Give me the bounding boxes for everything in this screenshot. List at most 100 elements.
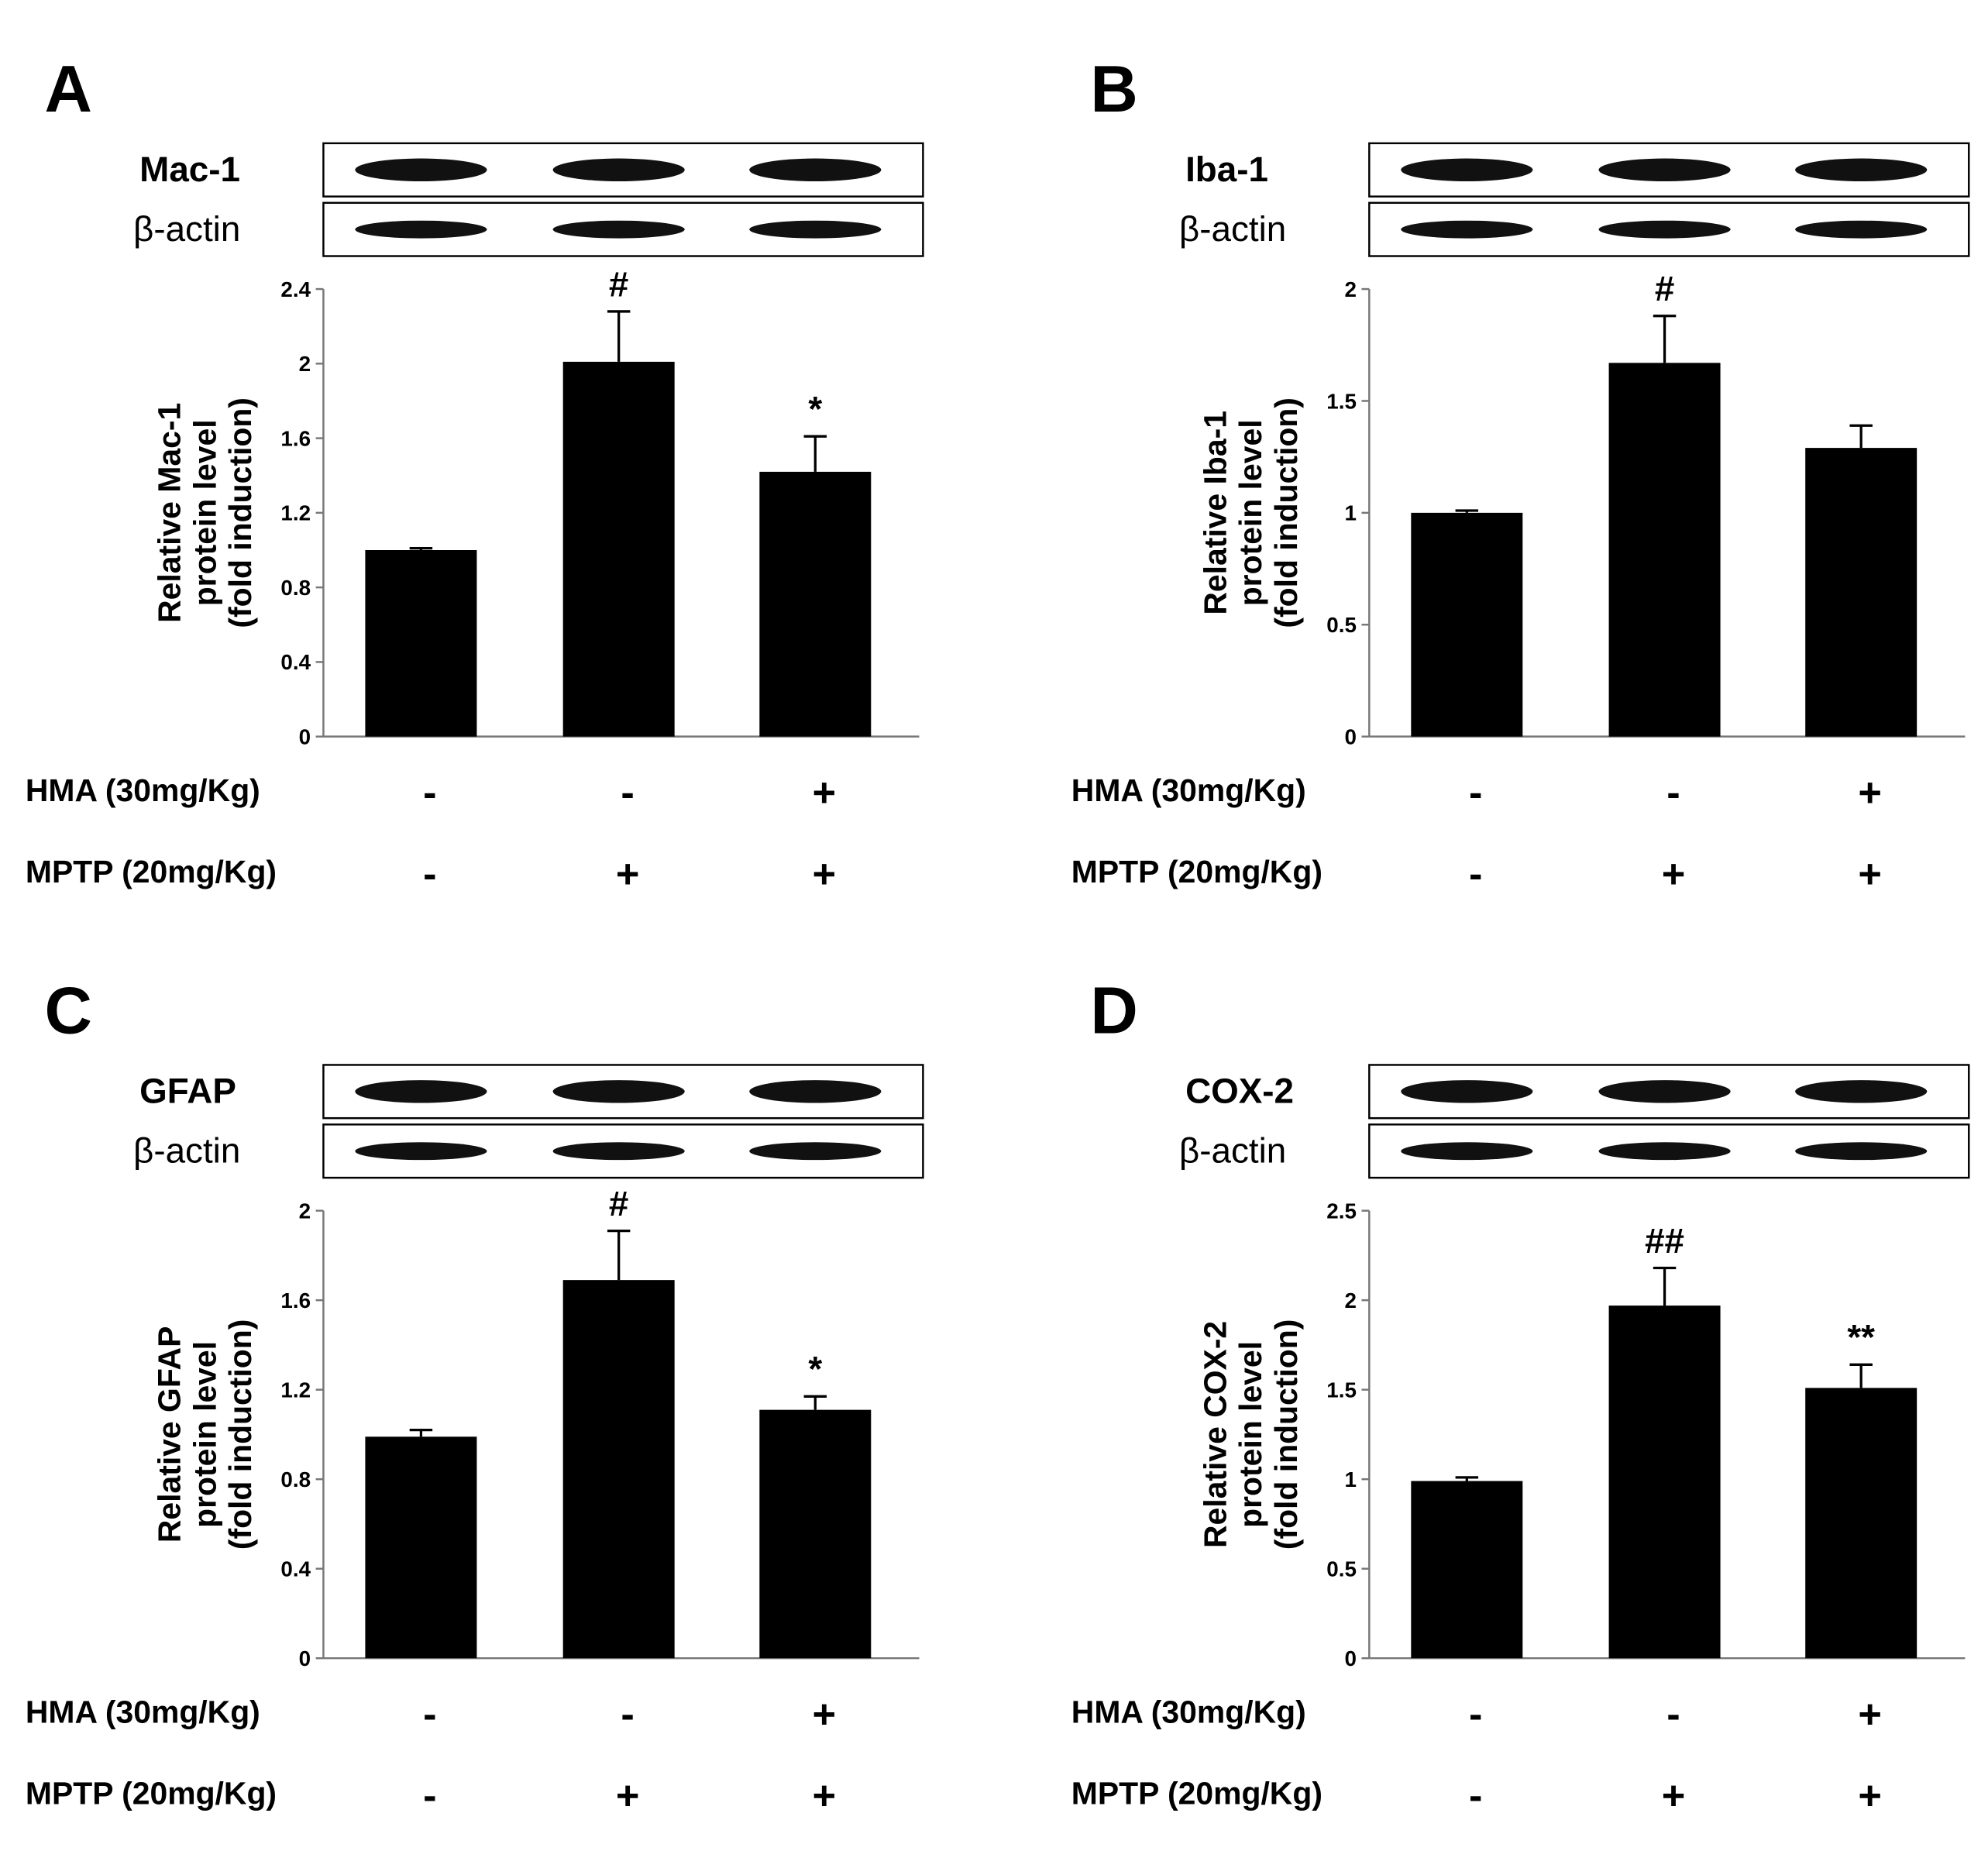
y-tick-label: 0: [1344, 724, 1356, 748]
y-axis-label-line: protein level: [1233, 419, 1268, 606]
blot-label: β-actin: [1179, 209, 1286, 249]
y-tick-label: 0.8: [280, 1467, 311, 1491]
blot-band: [1598, 220, 1731, 239]
treatment-sign: -: [1666, 1692, 1680, 1737]
significance-label: #: [609, 264, 628, 304]
panel-letter: A: [44, 53, 91, 126]
y-axis-label-line: Relative GFAP: [152, 1326, 187, 1543]
blot-band: [1598, 158, 1731, 181]
bar: [562, 1280, 675, 1659]
y-tick-label: 0: [299, 724, 311, 748]
panel-letter: D: [1090, 975, 1137, 1048]
y-axis-label-line: protein level: [187, 419, 222, 606]
y-tick-label: 1: [1344, 1467, 1356, 1491]
blot-band: [552, 158, 685, 181]
blot-label: β-actin: [133, 209, 240, 249]
y-tick-label: 2: [1344, 1288, 1356, 1312]
bar: [1411, 1481, 1523, 1659]
blot-band: [355, 1142, 487, 1161]
treatment-sign: +: [812, 771, 836, 816]
y-axis-label-line: Relative Mac-1: [152, 403, 187, 623]
y-tick-label: 0.4: [280, 650, 311, 674]
y-tick-label: 0: [1344, 1646, 1356, 1670]
y-tick-label: 2.5: [1326, 1199, 1357, 1223]
blot-band: [1401, 1080, 1533, 1103]
treatment-sign: +: [1858, 771, 1882, 816]
y-axis-label-line: (fold induction): [1268, 1319, 1304, 1550]
panel: C GFAP β-actin 0 0.4 0.8 1.2 1.6 2 Relative GFAPp…: [26, 975, 924, 1818]
y-axis-label-line: protein level: [187, 1341, 222, 1528]
treatment-sign: +: [1858, 851, 1882, 896]
blot-label: COX-2: [1185, 1072, 1294, 1111]
treatment-sign: -: [423, 851, 436, 896]
bar: [1411, 512, 1523, 737]
blot-band: [1401, 1142, 1533, 1161]
y-axis-label: Relative COX-2protein level(fold inducti…: [1197, 1319, 1304, 1550]
panel: D COX-2 β-actin 0 0.5 1 1.5 2 2.5 Relative COX-2p…: [1071, 975, 1970, 1818]
treatment-sign: -: [1666, 771, 1680, 816]
y-tick-label: 1.2: [280, 501, 311, 525]
treatment-sign: -: [621, 1692, 634, 1737]
blot-band: [355, 1080, 487, 1103]
blot-band: [1795, 220, 1928, 239]
y-tick-label: 0.8: [280, 576, 311, 600]
y-axis-label-line: (fold induction): [222, 1319, 258, 1550]
bar: [1805, 1388, 1917, 1659]
treatment-label: HMA (30mg/Kg): [26, 1694, 260, 1730]
blot-band: [552, 1080, 685, 1103]
y-tick-label: 1.5: [1326, 1378, 1357, 1402]
y-tick-label: 1.6: [280, 426, 311, 450]
y-tick-label: 2: [299, 352, 311, 376]
panel-letter: C: [44, 975, 91, 1048]
blot-band: [1795, 1080, 1928, 1103]
panel: B Iba-1 β-actin 0 0.5 1 1.5 2 Relative Iba-1prot…: [1071, 53, 1970, 896]
treatment-label: MPTP (20mg/Kg): [1071, 1775, 1322, 1811]
treatment-sign: -: [1469, 1692, 1482, 1737]
y-tick-label: 1: [1344, 501, 1356, 525]
bar: [1608, 363, 1721, 737]
y-axis-label-line: protein level: [1233, 1341, 1268, 1528]
y-tick-label: 1.6: [280, 1288, 311, 1312]
bar: [759, 1409, 872, 1659]
y-axis-label: Relative Mac-1protein level(fold inducti…: [152, 397, 259, 628]
significance-label: *: [808, 1350, 822, 1389]
blot-band: [552, 220, 685, 239]
y-axis-label-line: (fold induction): [1268, 397, 1304, 628]
treatment-sign: -: [423, 1774, 436, 1818]
treatment-sign: -: [621, 771, 634, 816]
blot-band: [355, 158, 487, 181]
bar: [365, 549, 477, 737]
treatment-label: MPTP (20mg/Kg): [26, 854, 277, 889]
bar: [365, 1436, 477, 1659]
treatment-sign: -: [423, 1692, 436, 1737]
y-tick-label: 0: [299, 1646, 311, 1670]
panel: A Mac-1 β-actin 0 0.4 0.8 1.2 1.6 2 2.4 Relative M…: [26, 53, 924, 896]
bar: [1608, 1306, 1721, 1659]
y-axis-label-line: Relative COX-2: [1197, 1321, 1233, 1548]
significance-label: ##: [1645, 1221, 1684, 1261]
blot-band: [355, 220, 487, 239]
y-tick-label: 0.4: [280, 1557, 311, 1581]
bar: [562, 361, 675, 737]
treatment-label: HMA (30mg/Kg): [1071, 772, 1306, 808]
significance-label: #: [609, 1184, 628, 1223]
treatment-sign: +: [616, 851, 640, 896]
treatment-sign: +: [1662, 1774, 1686, 1818]
y-tick-label: 2: [1344, 277, 1356, 301]
blot-label: β-actin: [133, 1130, 240, 1170]
treatment-label: MPTP (20mg/Kg): [26, 1775, 277, 1811]
significance-label: #: [1655, 269, 1674, 308]
treatment-label: HMA (30mg/Kg): [26, 772, 260, 808]
y-tick-label: 0.5: [1326, 613, 1357, 637]
blot-band: [1598, 1142, 1731, 1161]
treatment-sign: -: [423, 771, 436, 816]
blot-label: Mac-1: [139, 150, 240, 189]
blot-band: [1795, 1142, 1928, 1161]
blot-band: [749, 1080, 882, 1103]
blot-label: β-actin: [1179, 1130, 1286, 1170]
blot-band: [1795, 158, 1928, 181]
y-axis-label-line: (fold induction): [222, 397, 258, 628]
y-tick-label: 1.2: [280, 1378, 311, 1402]
